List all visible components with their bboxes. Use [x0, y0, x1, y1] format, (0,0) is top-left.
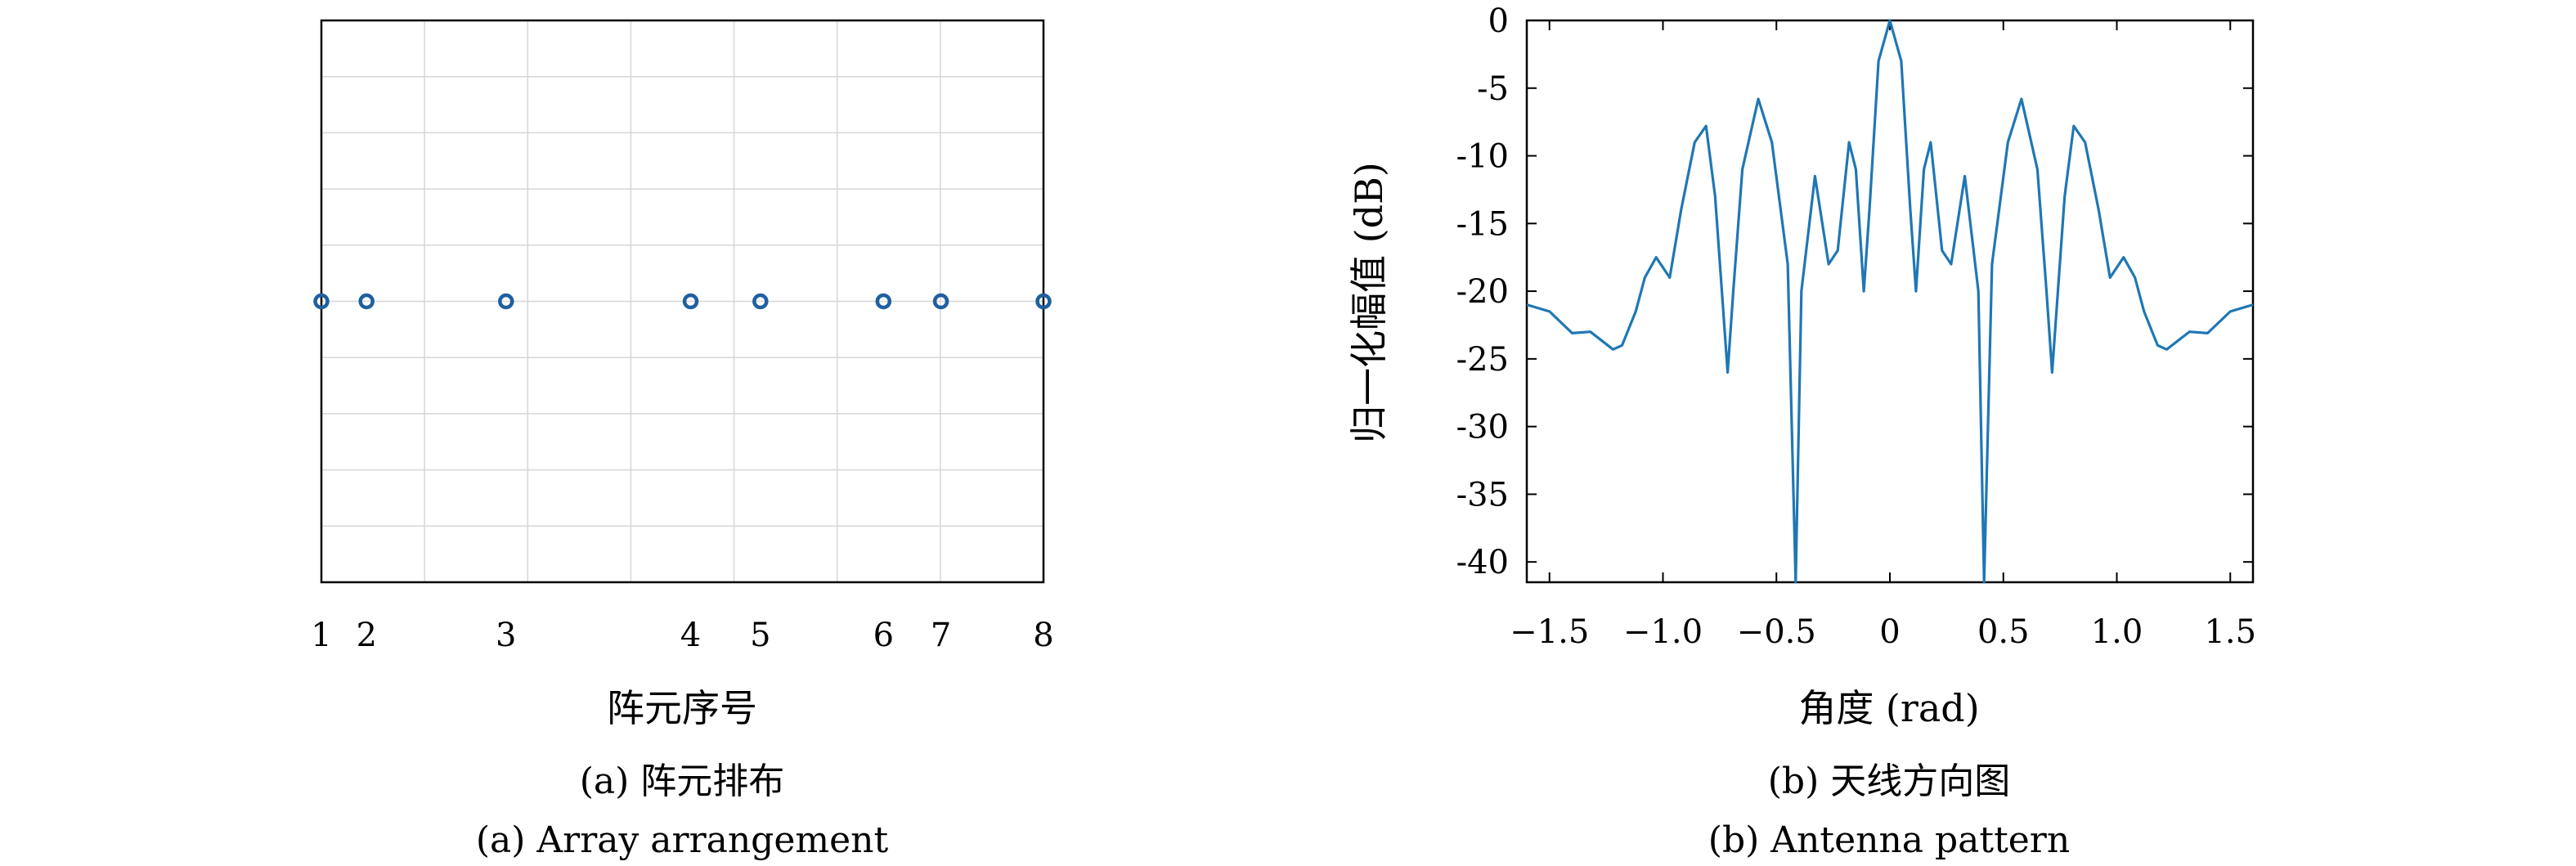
caption-a-chinese: (a) 阵元排布 [580, 761, 785, 802]
y-tick-label: -35 [1456, 476, 1509, 514]
element-marker [875, 293, 892, 310]
y-tick-label: -15 [1456, 205, 1509, 243]
caption-a-english: (a) Array arrangement [476, 819, 889, 861]
y-tick-label: -5 [1477, 70, 1509, 108]
x-tick-label: −1.5 [1510, 613, 1589, 651]
element-marker [682, 293, 699, 310]
caption-b-english: (b) Antenna pattern [1708, 819, 2070, 861]
y-tick-label: -30 [1456, 409, 1509, 446]
y-tick-label: -40 [1456, 544, 1509, 581]
element-marker [358, 293, 375, 310]
element-index-label: 7 [931, 617, 951, 654]
element-index-label: 5 [750, 617, 770, 654]
pattern-series-line [1526, 19, 2254, 584]
y-tick-label: 0 [1488, 2, 1509, 40]
y-tick-label: -20 [1456, 273, 1509, 311]
element-index-label: 2 [356, 617, 376, 654]
element-marker [313, 293, 330, 310]
array-x-axis-label: 阵元序号 [607, 686, 757, 730]
element-index-label: 1 [311, 617, 331, 654]
element-marker [498, 293, 514, 310]
y-tick-label: -10 [1456, 138, 1509, 176]
y-tick-label: -25 [1456, 341, 1509, 379]
element-markers [313, 293, 1052, 310]
antenna-pattern-panel: −1.5 −1.0 −0.5 0 0.5 1.0 1.5 0 -5 -10 -15 -20 -25 -30… [1347, 2, 2256, 730]
x-tick-label: −0.5 [1737, 613, 1816, 651]
pattern-x-axis-label: 角度 (rad) [1798, 686, 1979, 730]
x-tick-label: 1.0 [2091, 613, 2143, 651]
element-marker [752, 293, 769, 310]
element-index-label: 4 [680, 617, 701, 654]
array-grid [321, 20, 1043, 582]
array-plot-frame [320, 19, 1045, 584]
pattern-y-axis-label: 归一化幅值 (dB) [1347, 162, 1391, 443]
element-marker [932, 293, 949, 310]
x-tick-label: 1.5 [2204, 613, 2256, 651]
pattern-plot-frame [1525, 19, 2255, 584]
caption-b-chinese: (b) 天线方向图 [1768, 761, 2010, 802]
x-tick-label: −1.0 [1623, 613, 1703, 651]
x-tick-label: 0 [1879, 613, 1900, 651]
x-tick-label: 0.5 [1977, 613, 2030, 651]
element-index-label: 3 [496, 617, 516, 654]
pattern-axis-ticks: −1.5 −1.0 −0.5 0 0.5 1.0 1.5 0 -5 -10 -15 -20 -25 -30… [1456, 2, 2256, 651]
element-marker [1035, 293, 1052, 310]
element-index-label: 6 [873, 617, 894, 654]
element-index-label: 8 [1033, 617, 1053, 654]
